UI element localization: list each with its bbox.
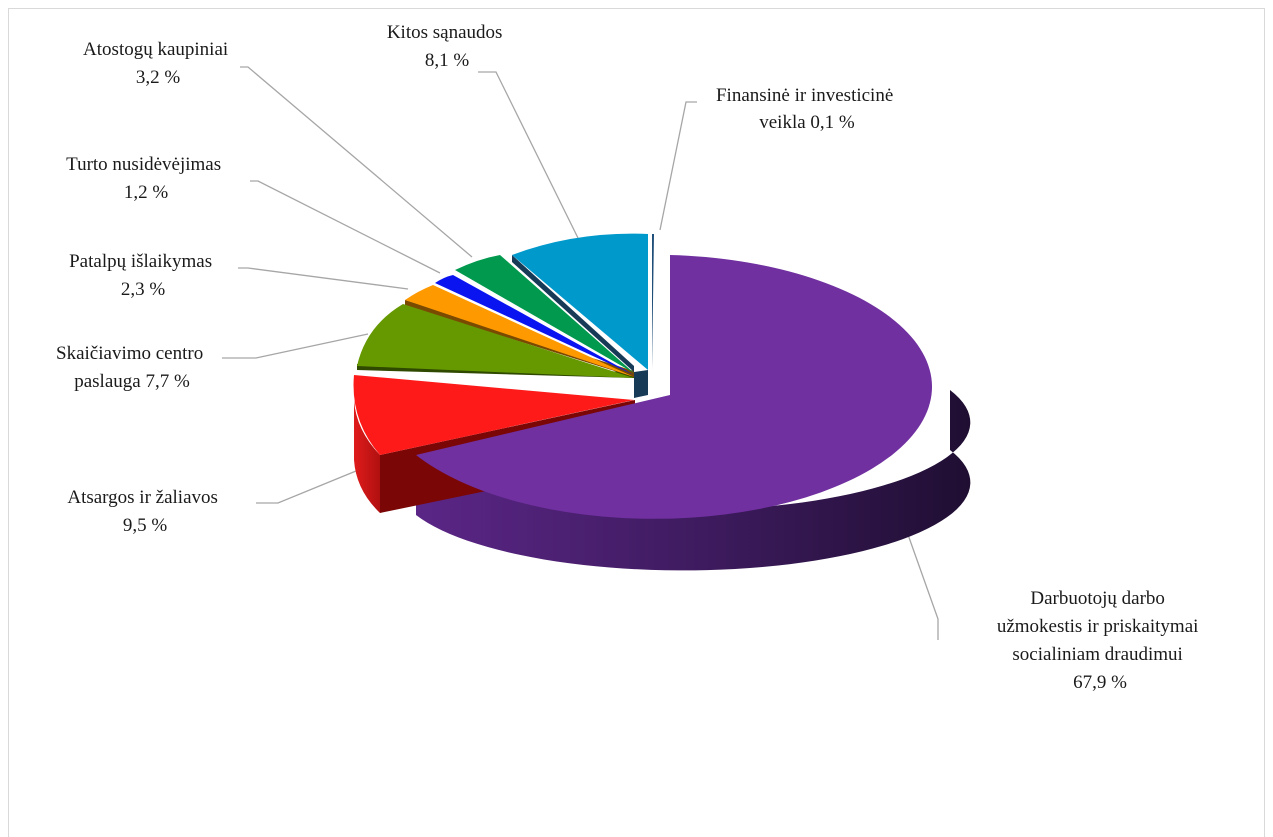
leader-line-finansine: [659, 101, 697, 231]
pie-side-darbuotoju: [416, 390, 971, 571]
label-atostogu: Atostogų kaupiniai 3,2 %: [83, 39, 233, 88]
pie-slice-finansine: [652, 234, 654, 370]
label-turto: Turto nusidėvėjimas 1,2 %: [66, 154, 226, 203]
pie-slice-turto: [435, 275, 634, 375]
leader-line-atsargos: [256, 470, 357, 504]
label-darbuotoju: Darbuotojų darbo užmokestis ir priskaity…: [997, 588, 1203, 693]
pie-side-atsargos: [354, 400, 380, 513]
label-patalpu: Patalpų išlaikymas 2,3 %: [69, 251, 217, 300]
leader-line-atostogu: [240, 66, 473, 258]
pie-slice-kitos: [512, 233, 648, 370]
pie-side-finansine: [634, 370, 648, 398]
pie-slice-darbuotoju: [416, 255, 932, 519]
pie-side-kitos: [512, 255, 634, 372]
label-kitos-sanaudos: Kitos sąnaudos 8,1 %: [387, 22, 507, 71]
label-finansine: Finansinė ir investicinė veikla 0,1 %: [716, 85, 898, 133]
leader-line-darbuotoju: [905, 528, 939, 640]
pie-slice-skaiciavimo: [357, 304, 634, 378]
pie-slice-patalpu: [405, 285, 634, 377]
pie-slice-atostogu: [455, 255, 634, 373]
label-skaiciavimo: Skaičiavimo centro paslauga 7,7 %: [56, 343, 208, 392]
leader-line-kitos-sanaudos: [478, 71, 579, 239]
leader-line-skaiciavimo: [222, 333, 369, 359]
leader-line-patalpu: [238, 267, 409, 290]
leader-line-turto: [250, 180, 441, 274]
pie-slice-atsargos: [353, 375, 634, 455]
label-atsargos: Atsargos ir žaliavos 9,5 %: [67, 487, 222, 536]
